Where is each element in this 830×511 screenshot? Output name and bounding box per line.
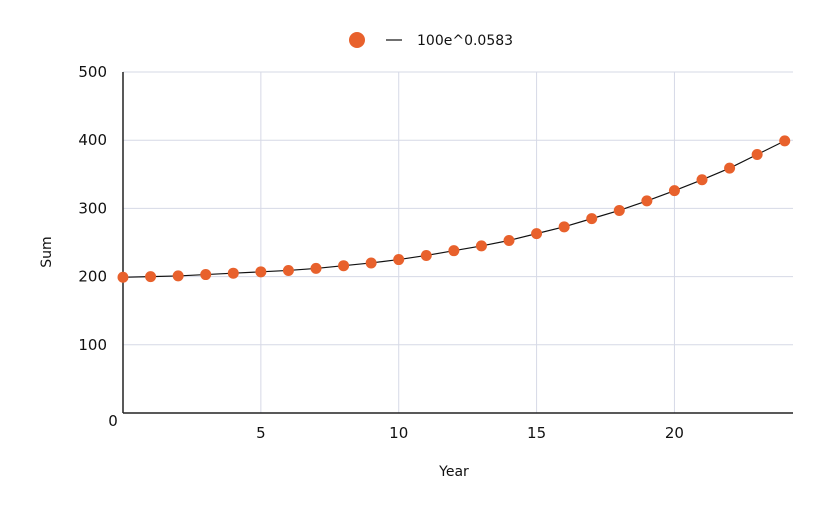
data-point [586, 213, 598, 225]
data-point [751, 149, 763, 161]
data-point [448, 245, 460, 257]
series [117, 135, 791, 283]
y-axis-title: Sum [39, 236, 55, 267]
data-point [558, 221, 570, 233]
x-tick-label: 20 [665, 424, 684, 442]
data-point [310, 262, 322, 274]
data-point [724, 162, 736, 174]
data-point [117, 271, 129, 283]
legend-marker-points [349, 32, 365, 48]
x-tick-label: 10 [389, 424, 408, 442]
data-point [227, 267, 239, 279]
y-tick-label: 400 [78, 131, 107, 149]
y-tick-label: 500 [78, 63, 107, 81]
data-point [255, 266, 267, 278]
data-point [338, 260, 350, 272]
grid [123, 71, 793, 413]
data-point [503, 234, 515, 246]
origin-tick-label: 0 [108, 412, 118, 430]
data-point [365, 257, 377, 269]
legend: 100e^0.0583 [349, 32, 513, 49]
data-point [145, 271, 157, 283]
data-point [172, 270, 184, 282]
y-tick-label: 300 [78, 199, 107, 217]
axes [122, 72, 793, 414]
data-point [641, 195, 653, 207]
legend-label: 100e^0.0583 [417, 33, 513, 49]
data-point [200, 269, 212, 281]
tick-labels: 100 200 300 400 500 5 10 15 20 [78, 63, 684, 442]
data-point [393, 254, 405, 266]
x-tick-label: 15 [527, 424, 546, 442]
y-tick-label: 100 [78, 336, 107, 354]
fit-curve-line [122, 140, 785, 278]
x-tick-label: 5 [256, 424, 266, 442]
data-point [668, 185, 680, 197]
data-point [779, 135, 791, 147]
x-axis-title: Year [438, 464, 469, 480]
data-point [531, 228, 543, 240]
data-point [475, 240, 487, 252]
data-point [282, 264, 294, 276]
data-point [613, 204, 625, 216]
data-point [696, 174, 708, 186]
y-tick-label: 200 [78, 268, 107, 286]
data-point [420, 249, 432, 261]
